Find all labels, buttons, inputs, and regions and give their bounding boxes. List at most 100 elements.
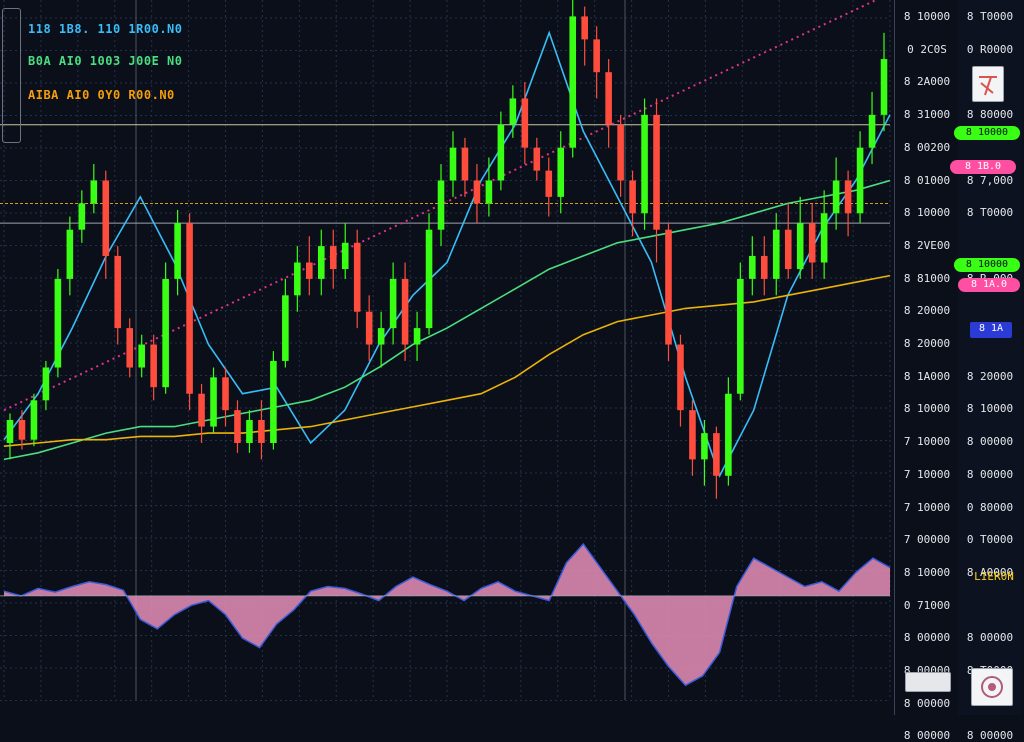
candle-body: [820, 213, 828, 263]
candle-body: [557, 147, 565, 197]
price-axis-secondary-label: 8 10000: [966, 402, 1014, 416]
price-axis-label: 7 10000: [903, 500, 951, 514]
candle-body: [593, 39, 600, 73]
candle-body: [653, 114, 660, 230]
price-axis-secondary-label: 8 00000: [966, 467, 1014, 481]
candle-body: [581, 16, 588, 40]
candle-body: [485, 180, 493, 204]
scroll-handle[interactable]: [905, 672, 951, 692]
candle-body: [353, 242, 361, 312]
price-tag-green-lower: 8 10000: [954, 258, 1020, 272]
candle-body: [509, 98, 517, 125]
candle-body: [389, 278, 397, 329]
candle-body: [665, 229, 672, 345]
candle-body: [677, 344, 684, 411]
candle-body: [114, 255, 122, 329]
candle-body: [808, 223, 816, 263]
candle-body: [66, 229, 74, 279]
candle-body: [796, 223, 804, 270]
price-tag-pink-lower: 8 1A.0: [958, 278, 1020, 292]
chart-thumbnail-icon[interactable]: [972, 66, 1004, 102]
indicator-label: LIER0N: [974, 570, 1014, 583]
moving-average-line: [3, 30, 891, 478]
candle-body: [760, 255, 768, 279]
candle-body: [258, 420, 265, 443]
price-axis-label: 8 2VE00: [903, 238, 951, 252]
price-axis-label: 8 01000: [903, 173, 951, 187]
candle-body: [569, 16, 577, 148]
candle-body: [341, 242, 349, 270]
price-axis[interactable]: 8 10000 0 2C0S 8 2A000 8 31000 8 00200 8 0100…: [894, 0, 959, 742]
price-axis-secondary-label: 0 80000: [966, 500, 1014, 514]
candle-body: [749, 255, 756, 279]
candle-body: [497, 124, 505, 181]
candle-body: [282, 295, 289, 361]
candle-body: [246, 420, 253, 443]
indicator-line: [3, 542, 891, 687]
price-axis-label: 8 20000: [903, 337, 951, 350]
price-axis-secondary-label: 8 20000: [966, 369, 1014, 383]
price-axis-label: 7 10000: [903, 435, 951, 449]
candle-body: [377, 328, 385, 345]
candle-body: [725, 393, 732, 476]
candle-body: [449, 147, 457, 181]
legend-entry-2: B0A AI0 1003 J00E N0: [28, 54, 183, 68]
settings-thumbnail-icon[interactable]: [971, 668, 1013, 706]
candle-body: [198, 393, 205, 427]
candle-body: [317, 246, 325, 279]
candle-body: [234, 410, 241, 443]
candle-body: [365, 311, 373, 345]
price-axis-label: 8 00000: [903, 696, 951, 710]
price-axis-secondary-label: 8 A0000: [966, 565, 1014, 579]
price-axis-label: 7 10000: [903, 467, 951, 481]
price-axis-label: 8 10000: [903, 206, 951, 220]
price-tag-blue: 8 1A: [970, 322, 1012, 338]
price-axis-label: 8 10000: [903, 10, 951, 23]
candle-body: [42, 367, 50, 401]
price-axis-label: 8 00000: [903, 631, 951, 645]
candle-body: [832, 180, 840, 214]
candle-body: [701, 433, 708, 460]
candle-body: [880, 59, 888, 115]
trend-line: [3, 0, 879, 412]
candle-body: [306, 262, 313, 279]
candle-body: [102, 180, 110, 256]
candle-body: [641, 114, 648, 214]
price-axis-label: 8 31000: [903, 108, 951, 122]
candle-body: [18, 420, 26, 440]
candle-body: [461, 147, 469, 181]
candle-body: [473, 180, 481, 204]
price-axis-secondary-label: 8 T0000: [966, 206, 1014, 220]
candle-body: [222, 377, 229, 411]
candle-body: [689, 410, 696, 460]
chart-svg: [0, 0, 891, 701]
candle-body: [533, 147, 541, 171]
candle-body: [521, 98, 529, 148]
candle-body: [545, 170, 553, 197]
candle-body: [54, 278, 62, 368]
legend-entry-3: AIBA AI0 0Y0 R00.N0: [28, 88, 175, 102]
candle-body: [90, 180, 98, 204]
price-tag-green-upper: 8 10000: [954, 126, 1020, 140]
candle-body: [605, 72, 612, 125]
candle-body: [856, 147, 864, 214]
price-axis-secondary-label: 0 R0000: [966, 42, 1014, 56]
candle-body: [844, 180, 852, 214]
candle-body: [150, 344, 157, 388]
candle-body: [30, 400, 38, 440]
price-axis-label: 0 71000: [903, 598, 951, 612]
candle-body: [138, 344, 145, 368]
price-tag-pink-upper: 8 1B.0: [950, 160, 1016, 174]
candle-body: [329, 246, 337, 270]
price-axis-label: 8 00200: [903, 140, 951, 154]
candle-body: [78, 203, 86, 230]
price-axis-secondary-label: 8 00000: [966, 435, 1014, 449]
price-axis-label: 8 10000: [903, 565, 951, 579]
candle-body: [617, 124, 624, 181]
candle-body: [174, 223, 181, 279]
price-axis-label: 7 00000: [903, 533, 951, 547]
price-axis-label: 8 10000: [903, 402, 951, 416]
candle-body: [162, 278, 169, 388]
